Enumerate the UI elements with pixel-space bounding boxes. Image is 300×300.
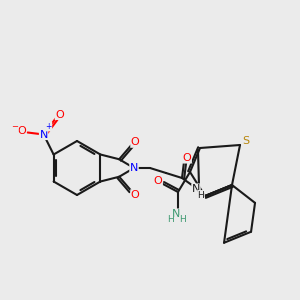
Text: O: O bbox=[55, 110, 64, 119]
Text: O: O bbox=[131, 137, 140, 147]
Text: H: H bbox=[180, 215, 186, 224]
Text: O: O bbox=[131, 190, 140, 200]
Text: N: N bbox=[130, 163, 138, 173]
Text: −: − bbox=[11, 122, 18, 131]
Text: S: S bbox=[242, 136, 250, 146]
Text: H: H bbox=[198, 190, 204, 200]
Text: H: H bbox=[167, 215, 173, 224]
Text: O: O bbox=[154, 176, 162, 186]
Text: N: N bbox=[192, 184, 200, 194]
Text: N: N bbox=[39, 130, 48, 140]
Text: O: O bbox=[183, 153, 191, 163]
Text: N: N bbox=[172, 209, 180, 219]
Text: +: + bbox=[45, 122, 52, 131]
Text: O: O bbox=[17, 127, 26, 136]
